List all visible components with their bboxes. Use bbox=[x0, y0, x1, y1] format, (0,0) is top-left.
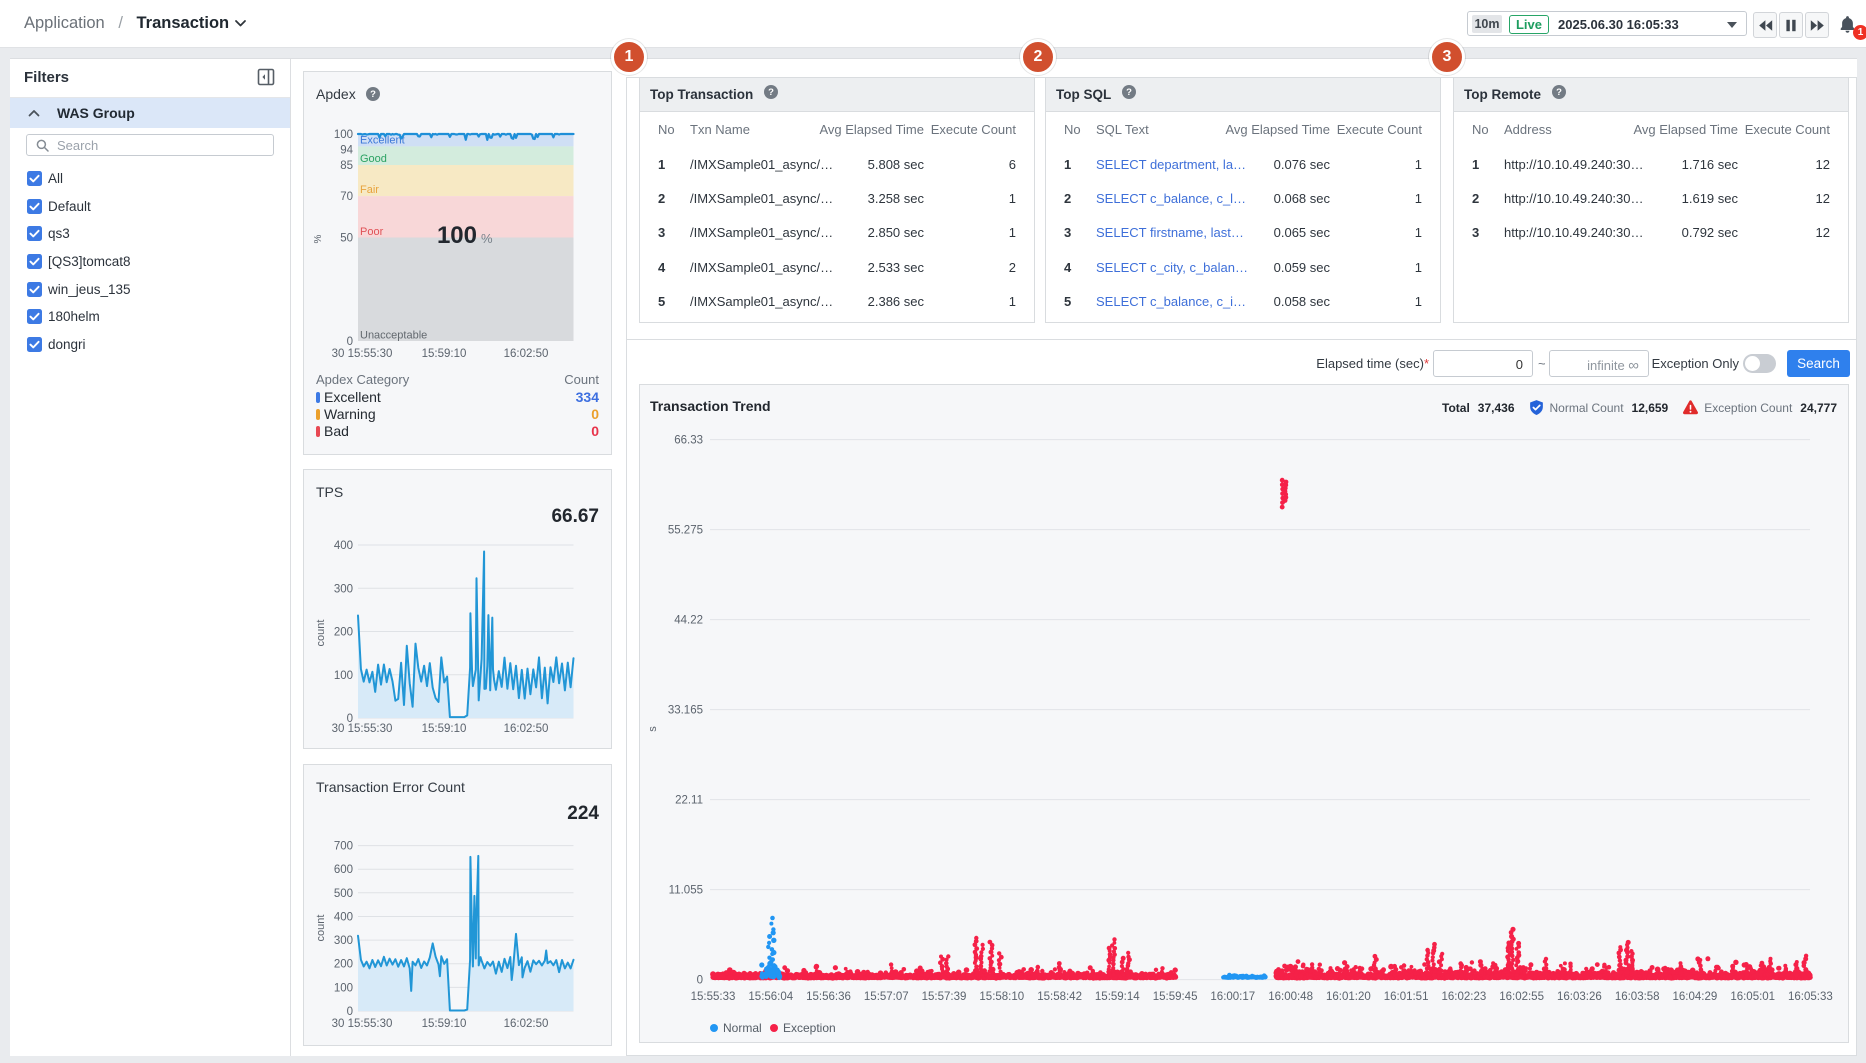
svg-text:500: 500 bbox=[334, 888, 353, 900]
svg-text:15:59:10: 15:59:10 bbox=[422, 723, 467, 735]
svg-text:16:00:17: 16:00:17 bbox=[1210, 991, 1255, 1003]
svg-text:400: 400 bbox=[334, 540, 353, 552]
svg-text:55.275: 55.275 bbox=[668, 525, 703, 537]
svg-text:?: ? bbox=[1556, 87, 1562, 98]
svg-text:200: 200 bbox=[334, 627, 353, 639]
svg-text:16:02:55: 16:02:55 bbox=[1499, 991, 1544, 1003]
svg-text:?: ? bbox=[768, 87, 774, 98]
svg-text:%: % bbox=[313, 234, 324, 243]
svg-text:22.11: 22.11 bbox=[675, 795, 703, 807]
svg-text:16:02:50: 16:02:50 bbox=[504, 1018, 549, 1030]
svg-text:0: 0 bbox=[347, 336, 353, 348]
svg-text:0: 0 bbox=[347, 1006, 353, 1018]
svg-text:100: 100 bbox=[334, 129, 353, 141]
svg-text:30 15:55:30: 30 15:55:30 bbox=[332, 723, 393, 735]
svg-text:Excellent: Excellent bbox=[360, 135, 405, 147]
svg-text:100: 100 bbox=[334, 982, 353, 994]
svg-text:100: 100 bbox=[437, 222, 477, 249]
svg-text:16:03:26: 16:03:26 bbox=[1557, 991, 1602, 1003]
svg-text:16:02:50: 16:02:50 bbox=[504, 348, 549, 360]
svg-text:44.22: 44.22 bbox=[674, 615, 703, 627]
svg-text:16:00:48: 16:00:48 bbox=[1268, 991, 1313, 1003]
svg-text:16:04:29: 16:04:29 bbox=[1673, 991, 1718, 1003]
svg-text:Exception: Exception bbox=[783, 1021, 836, 1035]
svg-text:Poor: Poor bbox=[360, 226, 384, 238]
svg-text:15:57:07: 15:57:07 bbox=[864, 991, 909, 1003]
svg-text:0: 0 bbox=[347, 713, 353, 725]
svg-text:16:03:58: 16:03:58 bbox=[1615, 991, 1660, 1003]
svg-text:15:58:10: 15:58:10 bbox=[979, 991, 1024, 1003]
svg-text:?: ? bbox=[370, 89, 376, 100]
svg-text:94: 94 bbox=[340, 145, 353, 157]
svg-text:Unacceptable: Unacceptable bbox=[360, 330, 427, 342]
svg-text:15:56:04: 15:56:04 bbox=[748, 991, 793, 1003]
svg-text:15:59:10: 15:59:10 bbox=[422, 1018, 467, 1030]
svg-text:70: 70 bbox=[340, 191, 353, 203]
svg-text:16:05:33: 16:05:33 bbox=[1788, 991, 1833, 1003]
svg-text:15:59:10: 15:59:10 bbox=[422, 348, 467, 360]
svg-text:100: 100 bbox=[334, 670, 353, 682]
svg-text:16:01:51: 16:01:51 bbox=[1384, 991, 1429, 1003]
svg-text:%: % bbox=[481, 231, 493, 246]
svg-text:15:59:45: 15:59:45 bbox=[1153, 991, 1198, 1003]
svg-text:?: ? bbox=[1126, 87, 1132, 98]
svg-text:0: 0 bbox=[697, 975, 703, 987]
svg-text:300: 300 bbox=[334, 583, 353, 595]
svg-text:Good: Good bbox=[360, 153, 387, 165]
svg-text:300: 300 bbox=[334, 935, 353, 947]
svg-text:30 15:55:30: 30 15:55:30 bbox=[332, 1018, 393, 1030]
svg-text:Fair: Fair bbox=[360, 184, 379, 196]
svg-text:15:56:36: 15:56:36 bbox=[806, 991, 851, 1003]
svg-text:400: 400 bbox=[334, 912, 353, 924]
svg-text:85: 85 bbox=[340, 160, 353, 172]
svg-text:600: 600 bbox=[334, 864, 353, 876]
svg-text:Normal: Normal bbox=[723, 1021, 762, 1035]
svg-text:15:58:42: 15:58:42 bbox=[1037, 991, 1082, 1003]
svg-text:30 15:55:30: 30 15:55:30 bbox=[332, 348, 393, 360]
svg-text:16:02:50: 16:02:50 bbox=[504, 723, 549, 735]
svg-text:16:02:23: 16:02:23 bbox=[1442, 991, 1487, 1003]
svg-text:200: 200 bbox=[334, 959, 353, 971]
svg-text:50: 50 bbox=[340, 233, 353, 245]
svg-text:700: 700 bbox=[334, 841, 353, 853]
svg-text:s: s bbox=[647, 726, 659, 732]
svg-text:16:01:20: 16:01:20 bbox=[1326, 991, 1371, 1003]
svg-text:15:57:39: 15:57:39 bbox=[922, 991, 967, 1003]
svg-text:16:05:01: 16:05:01 bbox=[1730, 991, 1775, 1003]
svg-text:count: count bbox=[315, 620, 327, 647]
svg-text:66.33: 66.33 bbox=[674, 435, 703, 447]
svg-text:11.055: 11.055 bbox=[669, 885, 703, 897]
svg-text:15:55:33: 15:55:33 bbox=[691, 991, 736, 1003]
svg-text:33.165: 33.165 bbox=[668, 705, 703, 717]
svg-text:count: count bbox=[315, 915, 327, 942]
svg-text:15:59:14: 15:59:14 bbox=[1095, 991, 1140, 1003]
